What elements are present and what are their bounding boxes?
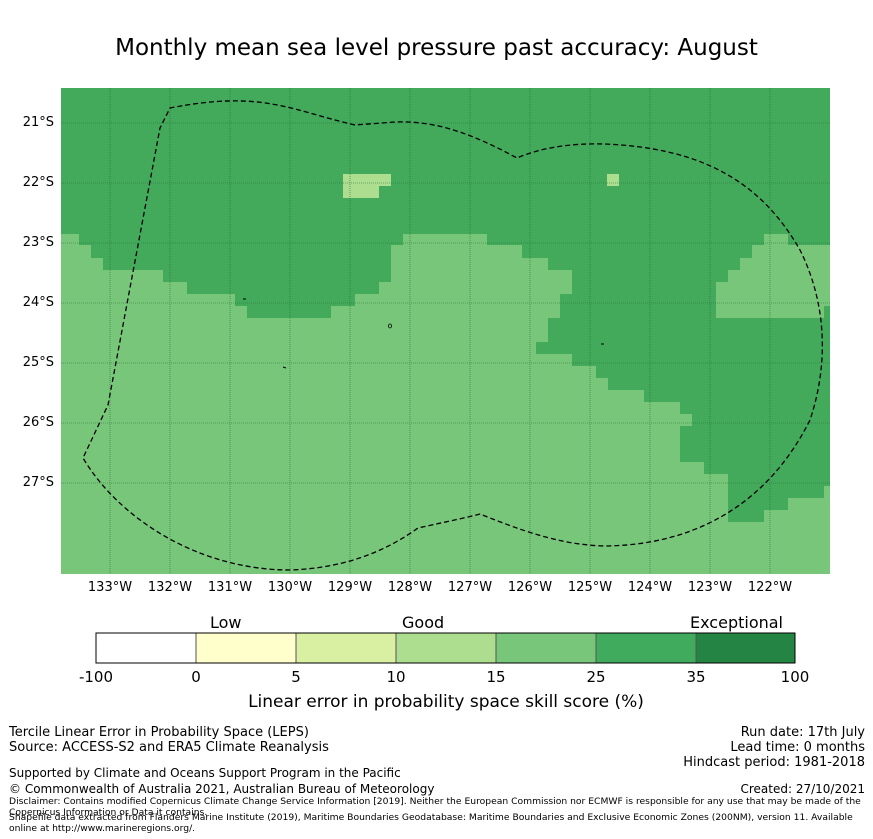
category-label-low: Low	[210, 613, 242, 632]
lon-label: 125°W	[567, 580, 613, 595]
colorbar-segment	[595, 632, 697, 664]
hindcast-text: Hindcast period: 1981-2018	[683, 755, 865, 770]
colorbar-frame	[95, 632, 796, 664]
shapefile-text: Shapefile data extracted from Flanders M…	[9, 812, 853, 834]
lat-label: 22°S	[22, 175, 54, 190]
run-date-text: Run date: 17th July	[740, 725, 865, 740]
support-text: Supported by Climate and Oceans Support …	[9, 766, 401, 780]
lat-label: 26°S	[22, 415, 54, 430]
skill-cell-10-15	[607, 174, 619, 186]
lon-label: 127°W	[447, 580, 493, 595]
disclaimer-text: Disclaimer: Contains modified Copernicus…	[9, 796, 861, 818]
method-text: Tercile Linear Error in Probability Spac…	[9, 725, 309, 740]
colorbar-segment	[295, 632, 397, 664]
category-label-good: Good	[402, 613, 445, 632]
lon-label: 128°W	[387, 580, 433, 595]
skill-region-25-35	[61, 88, 830, 522]
island	[282, 366, 287, 369]
lon-label: 129°W	[327, 580, 373, 595]
lon-label: 123°W	[687, 580, 733, 595]
lat-label: 24°S	[22, 295, 54, 310]
colorbar-tick: 25	[586, 668, 606, 686]
colorbar-tick: -100	[78, 668, 114, 686]
lon-label: 131°W	[207, 580, 253, 595]
colorbar-tick: 100	[780, 668, 810, 686]
source-text: Source: ACCESS-S2 and ERA5 Climate Reana…	[9, 740, 329, 755]
colorbar-segment	[95, 632, 197, 664]
lon-label: 130°W	[267, 580, 313, 595]
copyright-text: © Commonwealth of Australia 2021, Austra…	[9, 782, 435, 796]
lat-label: 25°S	[22, 355, 54, 370]
colorbar-tick: 0	[191, 668, 201, 686]
colorbar-tick: 15	[486, 668, 506, 686]
category-label-exceptional: Exceptional	[690, 613, 783, 632]
graticule	[61, 88, 830, 574]
lat-label: 27°S	[22, 475, 54, 490]
colorbar-segment	[195, 632, 297, 664]
lat-label: 23°S	[22, 235, 54, 250]
island	[388, 323, 392, 329]
lon-label: 124°W	[627, 580, 673, 595]
colorbar-segment	[495, 632, 597, 664]
colorbar-tick: 10	[386, 668, 406, 686]
colorbar-segment	[695, 632, 796, 664]
colorbar-tick: 35	[686, 668, 706, 686]
lon-label: 133°W	[87, 580, 133, 595]
lon-label: 132°W	[147, 580, 193, 595]
created-text: Created: 27/10/2021	[740, 782, 865, 796]
colorbar-segment	[395, 632, 497, 664]
lon-label: 122°W	[747, 580, 793, 595]
lat-label: 21°S	[22, 115, 54, 130]
colorbar-title: Linear error in probability space skill …	[248, 692, 644, 712]
chart-title: Monthly mean sea level pressure past acc…	[115, 35, 758, 61]
colorbar-tick: 5	[291, 668, 301, 686]
lead-time-text: Lead time: 0 months	[730, 740, 865, 755]
skill-region-10-15	[343, 174, 391, 198]
lon-label: 126°W	[507, 580, 553, 595]
colorbar	[95, 632, 796, 664]
